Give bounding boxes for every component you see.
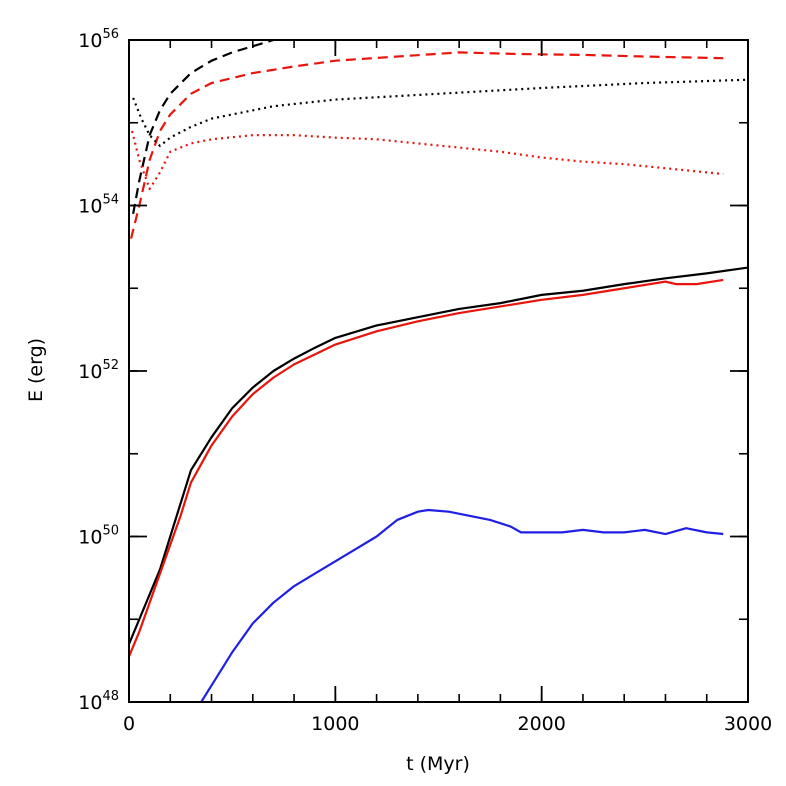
- y-tick-base: 10: [78, 196, 102, 218]
- y-axis-title: E (erg): [25, 338, 47, 402]
- series-line-1: [129, 266, 748, 645]
- y-tick-exponent: 52: [102, 358, 119, 373]
- y-tick-label: 1048: [78, 689, 119, 714]
- y-tick-label: 1052: [78, 358, 119, 383]
- series-line-3: [200, 508, 724, 702]
- y-tick-exponent: 48: [102, 689, 119, 704]
- series-line-4: [132, 40, 282, 214]
- x-tick-label: 1000: [311, 713, 359, 735]
- series-line-2: [129, 278, 724, 657]
- y-tick-exponent: 54: [102, 193, 119, 208]
- series-line-7: [131, 130, 724, 191]
- series-line-5: [129, 51, 724, 239]
- y-tick-exponent: 56: [102, 27, 119, 42]
- y-tick-base: 10: [78, 692, 102, 714]
- x-axis-title: t (Myr): [406, 753, 470, 775]
- x-tick-label: 0: [123, 713, 135, 735]
- y-tick-label: 1054: [78, 193, 119, 218]
- y-tick-label: 1050: [78, 524, 119, 549]
- y-tick-exponent: 50: [102, 524, 119, 539]
- series-line-6: [132, 78, 748, 148]
- y-tick-label: 1056: [78, 27, 119, 52]
- x-tick-label: 3000: [724, 713, 772, 735]
- x-tick-label: 2000: [517, 713, 565, 735]
- y-tick-base: 10: [78, 361, 102, 383]
- y-tick-base: 10: [78, 527, 102, 549]
- y-tick-base: 10: [78, 30, 102, 52]
- series-layer: [129, 40, 748, 702]
